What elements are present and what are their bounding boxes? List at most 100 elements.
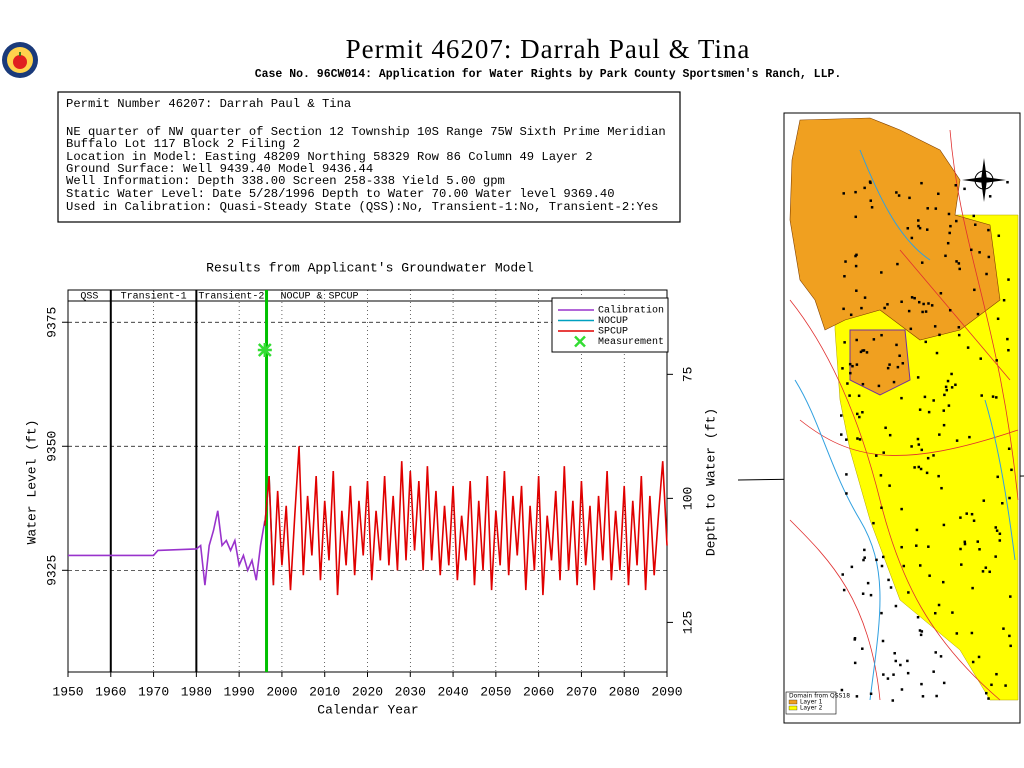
map-well [900, 396, 903, 400]
map-legend-title: Domain from QSS18 [789, 693, 850, 700]
logo-stem [19, 52, 21, 56]
map-well [842, 192, 845, 195]
map-well [966, 346, 970, 349]
map-legend-label: Layer 2 [800, 705, 823, 712]
map-well [950, 386, 954, 389]
map-well [974, 223, 977, 226]
info-line: Static Water Level: Date 5/28/1996 Depth… [66, 187, 615, 201]
map-well [958, 267, 961, 271]
map-well [907, 591, 910, 594]
map-well [842, 307, 845, 311]
map-well [865, 351, 869, 354]
x-tick-label: 1990 [224, 684, 255, 699]
x-tick-label: 2070 [566, 684, 597, 699]
map-well [870, 206, 874, 209]
map-well [892, 673, 895, 676]
series-line [264, 446, 668, 596]
map-well [910, 296, 914, 299]
map-well [872, 521, 875, 525]
map-well [851, 364, 854, 368]
map-well [863, 186, 866, 190]
y2-axis-label: Depth to Water (ft) [703, 408, 718, 556]
x-tick-label: 2060 [523, 684, 554, 699]
map-well [882, 555, 885, 559]
map-well [917, 443, 921, 446]
map-well [898, 354, 901, 358]
map-well [855, 338, 858, 342]
map-well [884, 426, 887, 430]
map-well [994, 555, 997, 558]
map-well [971, 660, 975, 664]
map-well [1002, 298, 1006, 302]
map-well [987, 697, 990, 700]
map-well [971, 586, 974, 590]
map-well [1009, 644, 1012, 648]
map-well [917, 465, 921, 469]
map-well [854, 264, 858, 268]
map-well [913, 466, 916, 469]
map-well [840, 688, 844, 692]
map-well [995, 529, 999, 532]
map-well [881, 639, 885, 643]
map-well [947, 212, 951, 216]
map-well [880, 271, 883, 274]
map-well [920, 630, 924, 633]
map-well [866, 581, 870, 585]
period-label: NOCUP & SPCUP [281, 292, 359, 303]
page-subtitle: Case No. 96CW014: Application for Water … [255, 68, 842, 81]
map-well [920, 448, 924, 452]
y-tick-label: 9350 [44, 431, 59, 462]
logo [2, 42, 38, 78]
map-well [917, 219, 920, 222]
map-well [921, 695, 925, 698]
map-well [899, 663, 902, 667]
map-well [937, 603, 941, 607]
period-label: QSS [80, 292, 98, 303]
map-well [978, 251, 981, 254]
map-well [875, 558, 878, 562]
map-well [1008, 634, 1011, 638]
map-well [861, 410, 864, 414]
map-well [882, 673, 885, 676]
y2-tick-label: 125 [680, 611, 695, 634]
map-well [918, 226, 922, 230]
map-well [1004, 684, 1007, 687]
map-well [976, 312, 980, 316]
map-well [869, 593, 873, 597]
map-well [948, 231, 951, 235]
x-tick-label: 1960 [95, 684, 126, 699]
map-well [940, 486, 943, 490]
map-well [957, 326, 961, 329]
map-well [869, 692, 873, 696]
map-well [932, 454, 935, 457]
series-line [68, 510, 266, 586]
map-well [950, 372, 953, 376]
map-well [997, 234, 1001, 238]
map-well [915, 528, 919, 532]
north-star [962, 158, 1006, 202]
map-well [955, 219, 958, 223]
info-line: Location in Model: Easting 48209 Northin… [66, 150, 593, 164]
map-well [948, 308, 952, 312]
map-well [853, 661, 857, 665]
map-well [901, 362, 905, 365]
map-well [916, 615, 920, 619]
map-well [863, 296, 867, 299]
map-well [984, 566, 988, 569]
map-well [848, 362, 852, 366]
map-well [963, 542, 967, 546]
info-line: Buffalo Lot 117 Block 2 Filing 2 [66, 137, 300, 151]
map-well [991, 395, 995, 398]
map-well [841, 573, 844, 576]
map-well [869, 181, 872, 185]
map-well [923, 395, 927, 399]
map-streams [794, 149, 1016, 701]
map-well [902, 564, 906, 568]
map-well [920, 682, 923, 686]
map-well [897, 194, 901, 197]
map-well [908, 196, 911, 200]
map-well [985, 272, 988, 276]
map-well [978, 548, 981, 551]
map-well [1007, 447, 1011, 451]
